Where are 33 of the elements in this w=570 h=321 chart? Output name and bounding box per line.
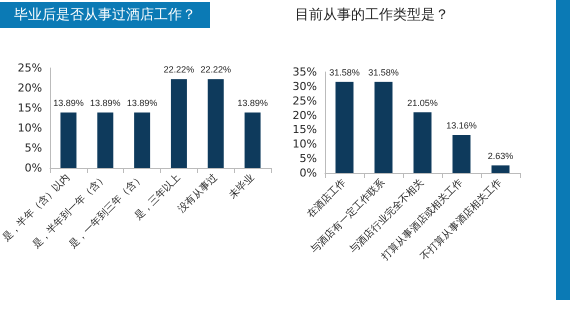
bar	[336, 82, 354, 173]
data-label: 2.63%	[488, 150, 514, 161]
data-label: 13.89%	[237, 98, 268, 108]
y-tick-label: 35%	[292, 66, 317, 78]
data-label: 31.58%	[368, 67, 399, 78]
bar	[374, 82, 392, 173]
data-label: 21.05%	[407, 98, 438, 108]
data-label: 22.22%	[200, 64, 232, 75]
chart-title: 目前从事的工作类型是？	[295, 7, 449, 23]
bar	[492, 165, 510, 173]
data-label: 13.16%	[446, 120, 477, 131]
y-tick-label: 30%	[292, 80, 317, 93]
y-tick-label: 15%	[292, 123, 317, 136]
y-tick-label: 20%	[18, 82, 42, 94]
y-tick-label: 25%	[292, 94, 317, 108]
y-tick-label: 25%	[18, 62, 42, 74]
x-tick-label: 未毕业	[226, 171, 256, 202]
data-label: 13.89%	[90, 98, 121, 108]
y-tick-label: 5%	[24, 142, 42, 154]
y-tick-label: 20%	[292, 108, 317, 122]
bar	[414, 112, 432, 173]
data-label: 31.58%	[329, 67, 360, 78]
y-tick-label: 10%	[18, 122, 42, 134]
data-label: 13.89%	[53, 98, 84, 108]
bar	[452, 135, 470, 173]
y-tick-label: 0%	[300, 166, 317, 180]
chart-title: 毕业后是否从事过酒店工作？	[14, 7, 196, 23]
data-label: 13.89%	[126, 98, 158, 108]
y-tick-label: 0%	[24, 162, 42, 174]
data-label: 22.22%	[164, 64, 194, 75]
y-tick-label: 5%	[300, 152, 317, 166]
y-tick-label: 10%	[292, 138, 317, 151]
y-tick-label: 15%	[18, 102, 42, 114]
